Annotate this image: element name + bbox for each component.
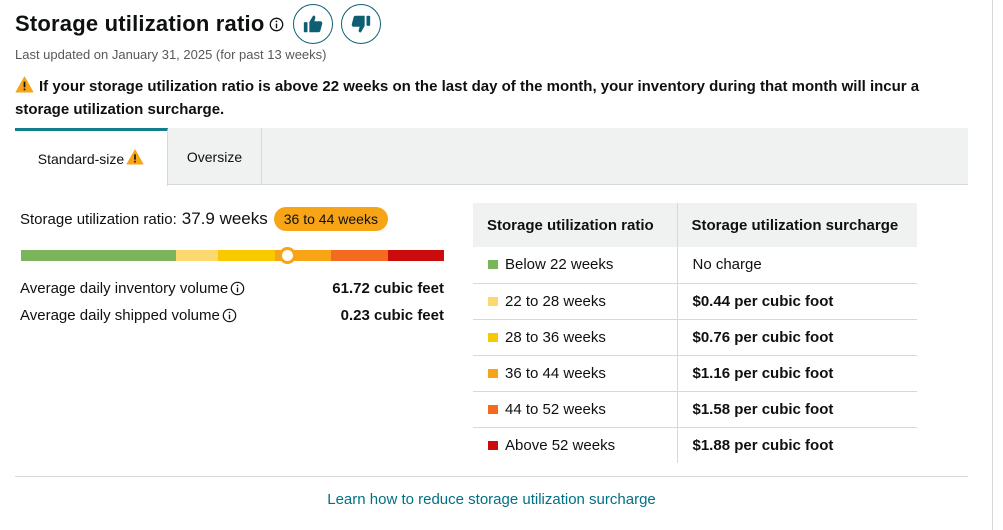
- learn-more-link[interactable]: Learn how to reduce storage utilization …: [327, 491, 656, 508]
- warning-message: If your storage utilization ratio is abo…: [15, 76, 965, 120]
- thumbs-up-icon: [304, 15, 323, 33]
- card-border: [992, 0, 993, 530]
- table-row: Below 22 weeks No charge: [473, 247, 917, 284]
- bar-segment: [21, 250, 177, 261]
- range-label: Below 22 weeks: [505, 256, 614, 274]
- ratio-range-cell: Below 22 weeks: [473, 247, 678, 284]
- warning-icon: [126, 149, 144, 168]
- surcharge-cell: No charge: [677, 247, 917, 284]
- metric-inventory-volume: Average daily inventory volume 61.72 cub…: [20, 280, 444, 297]
- color-swatch: [488, 332, 498, 342]
- surcharge-cell: $0.44 per cubic foot: [677, 283, 917, 320]
- ratio-label: Storage utilization ratio:: [20, 210, 177, 228]
- column-header: Storage utilization ratio: [473, 203, 678, 247]
- page-title: Storage utilization ratio: [15, 11, 265, 36]
- tab-label: Oversize: [186, 148, 243, 165]
- range-label: 44 to 52 weeks: [505, 400, 606, 418]
- ratio-summary: Storage utilization ratio: 37.9 weeks 36…: [20, 207, 388, 231]
- size-tabs: Standard-size Oversize: [15, 128, 968, 186]
- color-swatch: [488, 404, 498, 414]
- table-row: 28 to 36 weeks $0.76 per cubic foot: [473, 319, 917, 356]
- bar-segment: [387, 250, 444, 261]
- surcharge-table: Storage utilization ratio Storage utiliz…: [473, 203, 917, 463]
- metric-label: Average daily shipped volume: [20, 307, 220, 324]
- bar-segment: [218, 250, 275, 261]
- ratio-progress-bar: [21, 247, 444, 264]
- table-header-row: Storage utilization ratio Storage utiliz…: [473, 203, 917, 247]
- surcharge-cell: $1.58 per cubic foot: [677, 391, 917, 428]
- table-row: 44 to 52 weeks $1.58 per cubic foot: [473, 391, 917, 428]
- ratio-range-badge: 36 to 44 weeks: [273, 207, 388, 231]
- ratio-range-cell: 28 to 36 weeks: [473, 319, 678, 356]
- ratio-range-cell: 22 to 28 weeks: [473, 283, 678, 320]
- color-swatch: [488, 260, 498, 270]
- warning-text: If your storage utilization ratio is abo…: [15, 78, 920, 118]
- last-updated-text: Last updated on January 31, 2025 (for pa…: [15, 47, 327, 62]
- info-icon[interactable]: [269, 17, 284, 32]
- divider: [15, 476, 968, 477]
- tab-oversize[interactable]: Oversize: [168, 128, 262, 185]
- tab-label: Standard-size: [37, 150, 125, 167]
- tab-standard-size[interactable]: Standard-size: [15, 128, 168, 186]
- color-swatch: [488, 440, 498, 450]
- color-swatch: [488, 368, 498, 378]
- surcharge-cell: $1.16 per cubic foot: [677, 355, 917, 392]
- table-row: Above 52 weeks $1.88 per cubic foot: [473, 427, 917, 463]
- header: Storage utilization ratio: [15, 4, 382, 44]
- info-icon[interactable]: [222, 308, 237, 323]
- warning-icon: [15, 76, 34, 99]
- ratio-marker: [279, 247, 297, 264]
- column-header: Storage utilization surcharge: [677, 203, 917, 247]
- bar-segment: [176, 250, 219, 261]
- ratio-range-cell: Above 52 weeks: [473, 427, 678, 463]
- info-icon[interactable]: [230, 281, 245, 296]
- range-label: 36 to 44 weeks: [505, 364, 606, 382]
- ratio-range-cell: 36 to 44 weeks: [473, 355, 678, 392]
- thumbs-down-icon: [352, 15, 371, 33]
- bar-segment: [274, 250, 332, 261]
- ratio-value: 37.9 weeks: [181, 209, 268, 228]
- range-label: 28 to 36 weeks: [505, 328, 606, 346]
- surcharge-cell: $1.88 per cubic foot: [692, 436, 834, 454]
- ratio-range-cell: 44 to 52 weeks: [473, 391, 678, 428]
- metric-shipped-volume: Average daily shipped volume 0.23 cubic …: [20, 307, 444, 324]
- color-swatch: [488, 296, 498, 306]
- surcharge-cell: $0.76 per cubic foot: [677, 319, 917, 356]
- bar-segment: [331, 250, 388, 261]
- metric-value: 61.72 cubic feet: [332, 280, 444, 297]
- metric-label: Average daily inventory volume: [20, 280, 229, 297]
- metric-value: 0.23 cubic feet: [340, 307, 444, 324]
- table-row: 36 to 44 weeks $1.16 per cubic foot: [473, 355, 917, 392]
- table-row: 22 to 28 weeks $0.44 per cubic foot: [473, 283, 917, 320]
- range-label: Above 52 weeks: [505, 436, 616, 454]
- thumbs-up-button[interactable]: [293, 4, 334, 44]
- range-label: 22 to 28 weeks: [505, 292, 606, 310]
- thumbs-down-button[interactable]: [341, 4, 382, 44]
